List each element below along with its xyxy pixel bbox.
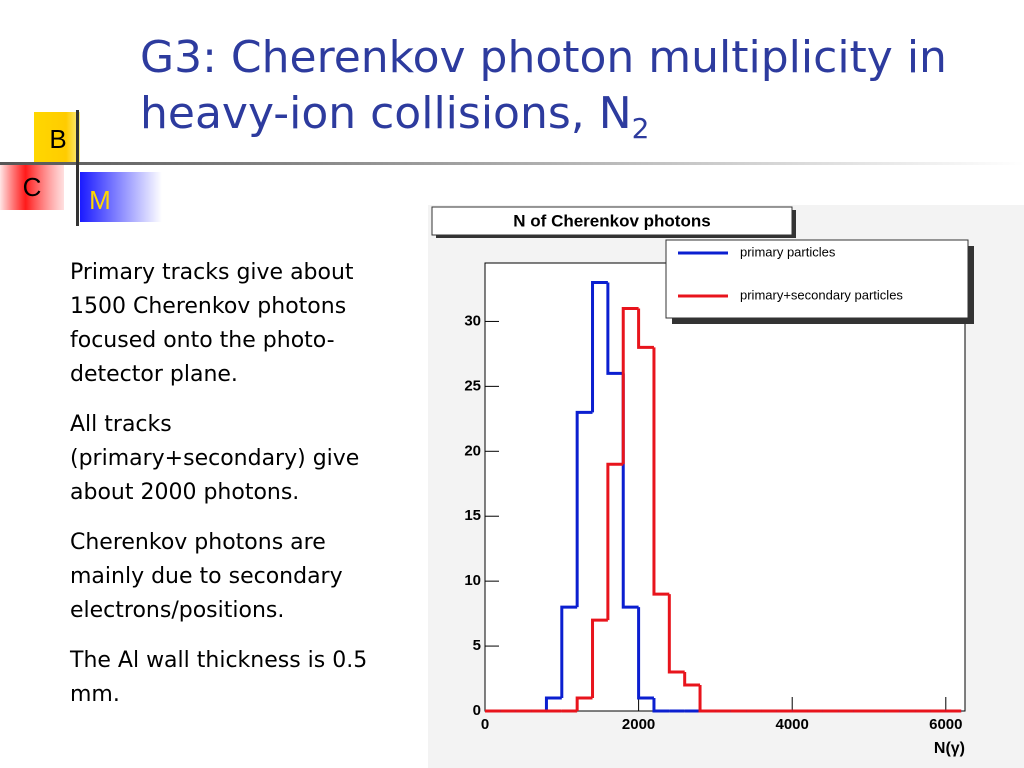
rule [0,162,1024,165]
histogram-bin [575,410,593,608]
histogram-bin [544,696,562,711]
histogram-bin [606,462,624,621]
logo-graphic: B C M [0,110,1024,226]
x-tick-label: 4000 [776,716,809,733]
histogram-bin [667,594,685,674]
title-subscript: 2 [631,111,650,145]
y-tick-label: 25 [464,377,481,394]
histogram-bin [637,607,654,700]
legend-label: primary+secondary particles [740,287,903,302]
legend-label: primary particles [740,244,836,259]
y-tick-label: 5 [473,637,481,654]
x-tick-label: 6000 [929,716,962,733]
bullet: Cherenkov photons are mainly due to seco… [70,530,343,623]
bullet: All tracks (primary+secondary) give abou… [70,412,360,505]
x-tick-label: 2000 [622,716,655,733]
x-tick-label: 0 [481,716,489,733]
plot-area [484,262,966,712]
title-text: G3: Cherenkov photon multiplicity in hea… [140,32,947,139]
y-tick-label: 20 [464,442,481,459]
histogram-bin [591,280,608,413]
bullet: Primary tracks give about 1500 Cherenkov… [70,260,354,387]
histogram-bin [606,282,624,375]
logo-m: M [89,185,111,215]
logo-c: C [23,172,42,202]
chart-title: N of Cherenkov photons [513,211,710,230]
histogram-bin [560,605,578,699]
histogram-bin [698,685,716,713]
slide-title: G3: Cherenkov photon multiplicity in hea… [140,30,1000,157]
histogram-bin [621,306,639,465]
y-tick-label: 15 [464,507,481,524]
rule-vertical [76,110,79,226]
bullet: The Al wall thickness is 0.5 mm. [70,648,368,707]
title-box [431,206,793,236]
histogram-bin [575,696,593,711]
logo-m-box [80,172,162,222]
y-tick-label: 30 [464,312,481,329]
bullet-list: Primary tracks give about 1500 Cherenkov… [70,256,405,728]
logo-b-box [34,112,80,162]
histogram-bin [637,308,654,349]
y-tick-label: 0 [473,702,481,719]
logo-c-box [0,164,64,210]
chart: N of Cherenkov photons 0 5 10 15 20 25 30 0 2000… [428,205,1024,768]
histogram-bin [652,347,670,596]
histogram-bin [591,618,608,699]
histogram-bin [683,672,701,687]
histogram-bin [652,698,670,713]
x-axis-label: N(γ) [934,740,965,757]
y-tick-label: 10 [464,572,481,589]
logo-b: B [49,124,66,154]
